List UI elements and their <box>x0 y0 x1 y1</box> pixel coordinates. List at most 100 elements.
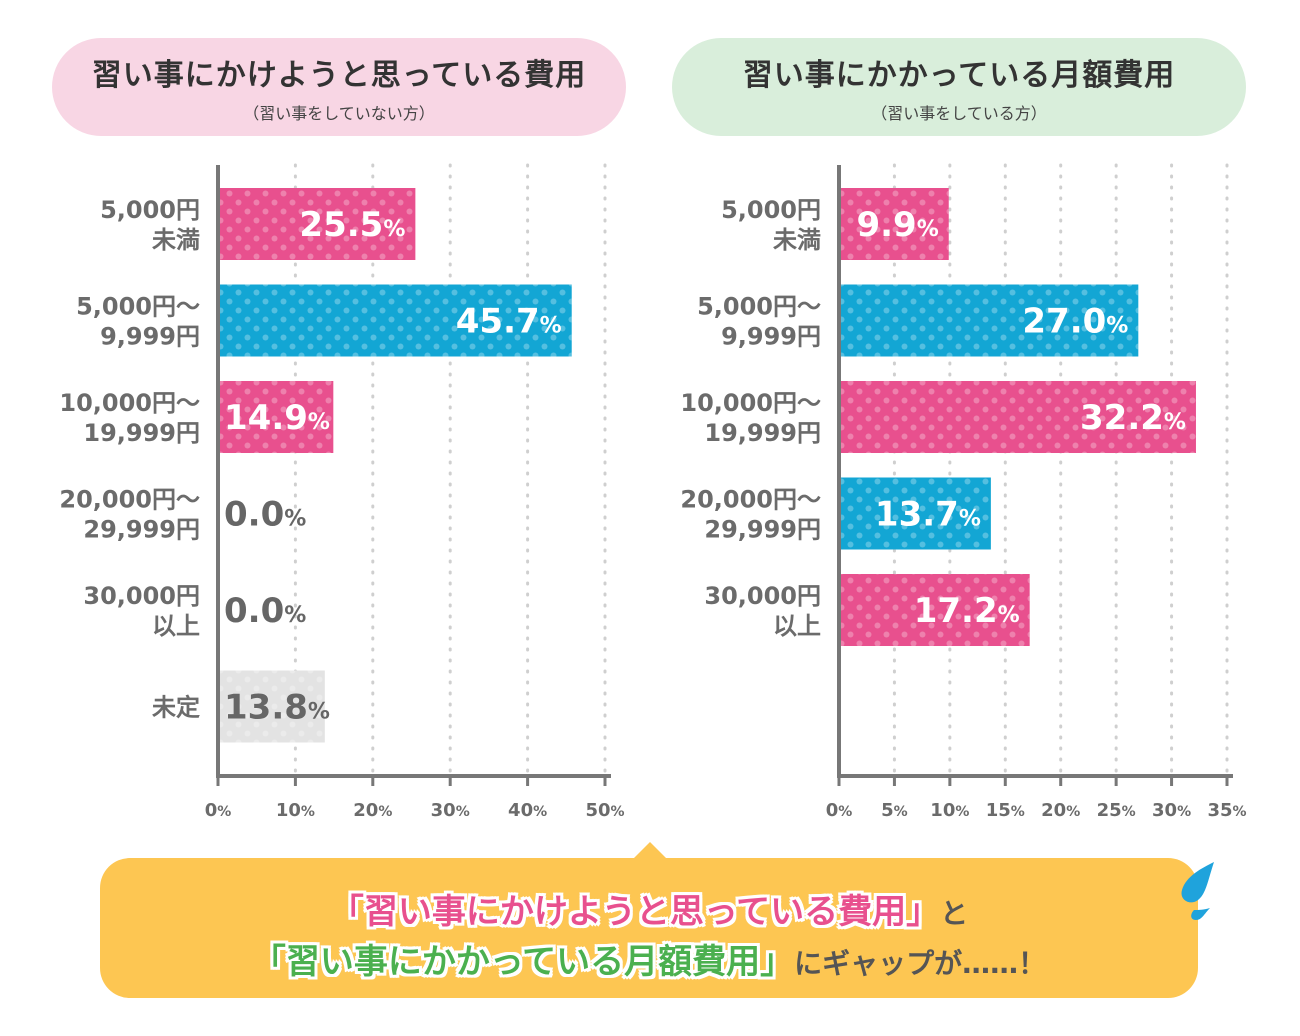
category-label-line: 9,999円 <box>100 323 200 351</box>
category-label-line: 未定 <box>152 694 200 722</box>
x-tick-label: 35% <box>1207 800 1246 821</box>
right-chart-title: 習い事にかかっている月額費用 （習い事をしている方） <box>672 38 1246 136</box>
category-label-line: 30,000円 <box>704 582 821 610</box>
value-number: 0.0 <box>224 495 284 535</box>
callout-conjunction: と <box>940 897 969 930</box>
left-title-main: 習い事にかけようと思っている費用 <box>91 58 587 93</box>
category-label-line: 19,999円 <box>704 419 821 447</box>
category-label-line: 未満 <box>152 226 200 254</box>
x-tick-percent: % <box>456 804 470 820</box>
value-number: 14.9 <box>224 398 308 438</box>
x-tick-label: 20% <box>1041 800 1080 821</box>
x-tick-percent: % <box>894 804 908 820</box>
x-tick-number: 35 <box>1207 800 1232 821</box>
x-tick-label: 5% <box>881 800 908 821</box>
callout-quote-2-close: 」 <box>760 942 795 982</box>
x-tick-percent: % <box>1122 804 1136 820</box>
left-bar-chart: 5,000円未満 25.5%5,000円～ 9,999円 45.7%10,000円～ 1… <box>59 163 625 821</box>
x-tick-number: 30 <box>1152 800 1177 821</box>
value-percent: % <box>917 217 939 242</box>
category-label: 10,000円～ 19,999円 <box>680 389 821 447</box>
value-label: 17.2% <box>914 591 1020 631</box>
x-tick-number: 5 <box>881 800 894 821</box>
bar-dot-pattern <box>839 188 949 260</box>
category-label-line: 以上 <box>152 612 200 640</box>
value-number: 0.0 <box>224 591 284 631</box>
x-tick-number: 50 <box>585 800 610 821</box>
callout-quote-1: 習い事にかけようと思っている費用 <box>363 892 907 932</box>
callout-quote-1-close: 」 <box>906 892 941 932</box>
x-tick-percent: % <box>533 804 547 820</box>
category-label: 30,000円以上 <box>704 582 821 640</box>
x-tick-number: 30 <box>431 800 456 821</box>
value-number: 32.2 <box>1080 398 1164 438</box>
category-label-line: 19,999円 <box>83 419 200 447</box>
x-tick-percent: % <box>217 804 231 820</box>
summary-callout <box>100 858 1198 998</box>
bar-dot-pattern <box>218 284 572 357</box>
value-percent: % <box>1106 314 1128 339</box>
x-tick-percent: % <box>838 804 852 820</box>
value-percent: % <box>540 314 562 339</box>
x-tick-number: 10 <box>276 800 301 821</box>
value-label: 25.5% <box>299 205 405 245</box>
x-tick-percent: % <box>955 804 969 820</box>
category-label-line: 5,000円 <box>721 196 821 224</box>
bar-dot-pattern <box>218 381 334 453</box>
value-number: 45.7 <box>456 302 540 342</box>
x-tick-label: 10% <box>930 800 969 821</box>
x-tick-percent: % <box>1177 804 1191 820</box>
left-title-sub: （習い事をしていない方） <box>243 104 435 123</box>
value-number: 9.9 <box>856 205 916 245</box>
category-label-line: 20,000円～ <box>680 486 821 514</box>
category-label-line: 未満 <box>773 226 821 254</box>
category-label-line: 5,000円～ <box>76 293 200 321</box>
category-label-line: 29,999円 <box>704 516 821 544</box>
value-label: 45.7% <box>456 302 562 342</box>
category-label: 5,000円未満 <box>100 196 200 254</box>
value-percent: % <box>284 603 306 628</box>
value-number: 13.8 <box>224 688 308 728</box>
value-label: 9.9% <box>856 205 938 245</box>
value-percent: % <box>308 700 330 725</box>
bar-dot-pattern <box>839 381 1196 453</box>
value-label: 27.0% <box>1022 302 1128 342</box>
category-label-line: 10,000円～ <box>59 389 200 417</box>
x-tick-label: 50% <box>585 800 624 821</box>
x-tick-number: 20 <box>353 800 378 821</box>
x-tick-label: 0% <box>826 800 853 821</box>
x-tick-percent: % <box>301 804 315 820</box>
x-tick-label: 40% <box>508 800 547 821</box>
x-tick-number: 25 <box>1097 800 1122 821</box>
x-tick-number: 0 <box>205 800 218 821</box>
category-label: 5,000円～ 9,999円 <box>697 293 821 351</box>
value-label: 0.0% <box>224 495 306 535</box>
value-percent: % <box>959 507 981 532</box>
left-chart-title: 習い事にかけようと思っている費用 （習い事をしていない方） <box>52 38 626 136</box>
callout-line-1: 「習い事にかけようと思っている費用」と <box>100 884 1198 933</box>
category-label: 20,000円～ 29,999円 <box>59 486 200 544</box>
bar-dot-pattern <box>839 574 1030 646</box>
category-label-line: 30,000円 <box>83 582 200 610</box>
value-number: 17.2 <box>914 591 998 631</box>
category-label: 10,000円～ 19,999円 <box>59 389 200 447</box>
x-tick-number: 10 <box>930 800 955 821</box>
value-percent: % <box>1164 410 1186 435</box>
value-number: 25.5 <box>299 205 383 245</box>
right-bar-chart: 5,000円未満 9.9% 5,000円～ 9,999円 27.0% 10,000円～ 19… <box>680 163 1247 821</box>
x-tick-label: 25% <box>1097 800 1136 821</box>
x-tick-label: 20% <box>353 800 392 821</box>
x-tick-label: 0% <box>205 800 232 821</box>
right-title-sub: （習い事をしている方） <box>871 104 1047 123</box>
sweat-drop-icon <box>1181 862 1214 920</box>
callout-quote-2-open: 「 <box>251 942 286 982</box>
bar-dot-pattern <box>839 284 1139 357</box>
value-label: 13.8% <box>224 688 330 728</box>
right-title-main: 習い事にかかっている月額費用 <box>742 58 1176 93</box>
callout-quote-1-open: 「 <box>329 892 364 932</box>
bar-dot-pattern <box>218 188 416 260</box>
x-tick-label: 10% <box>276 800 315 821</box>
bar-charts: 5,000円未満 25.5%5,000円～ 9,999円 45.7%10,000円～ 1… <box>59 163 1247 821</box>
callout-quote-2: 習い事にかかっている月額費用 <box>285 942 761 982</box>
x-tick-number: 20 <box>1041 800 1066 821</box>
